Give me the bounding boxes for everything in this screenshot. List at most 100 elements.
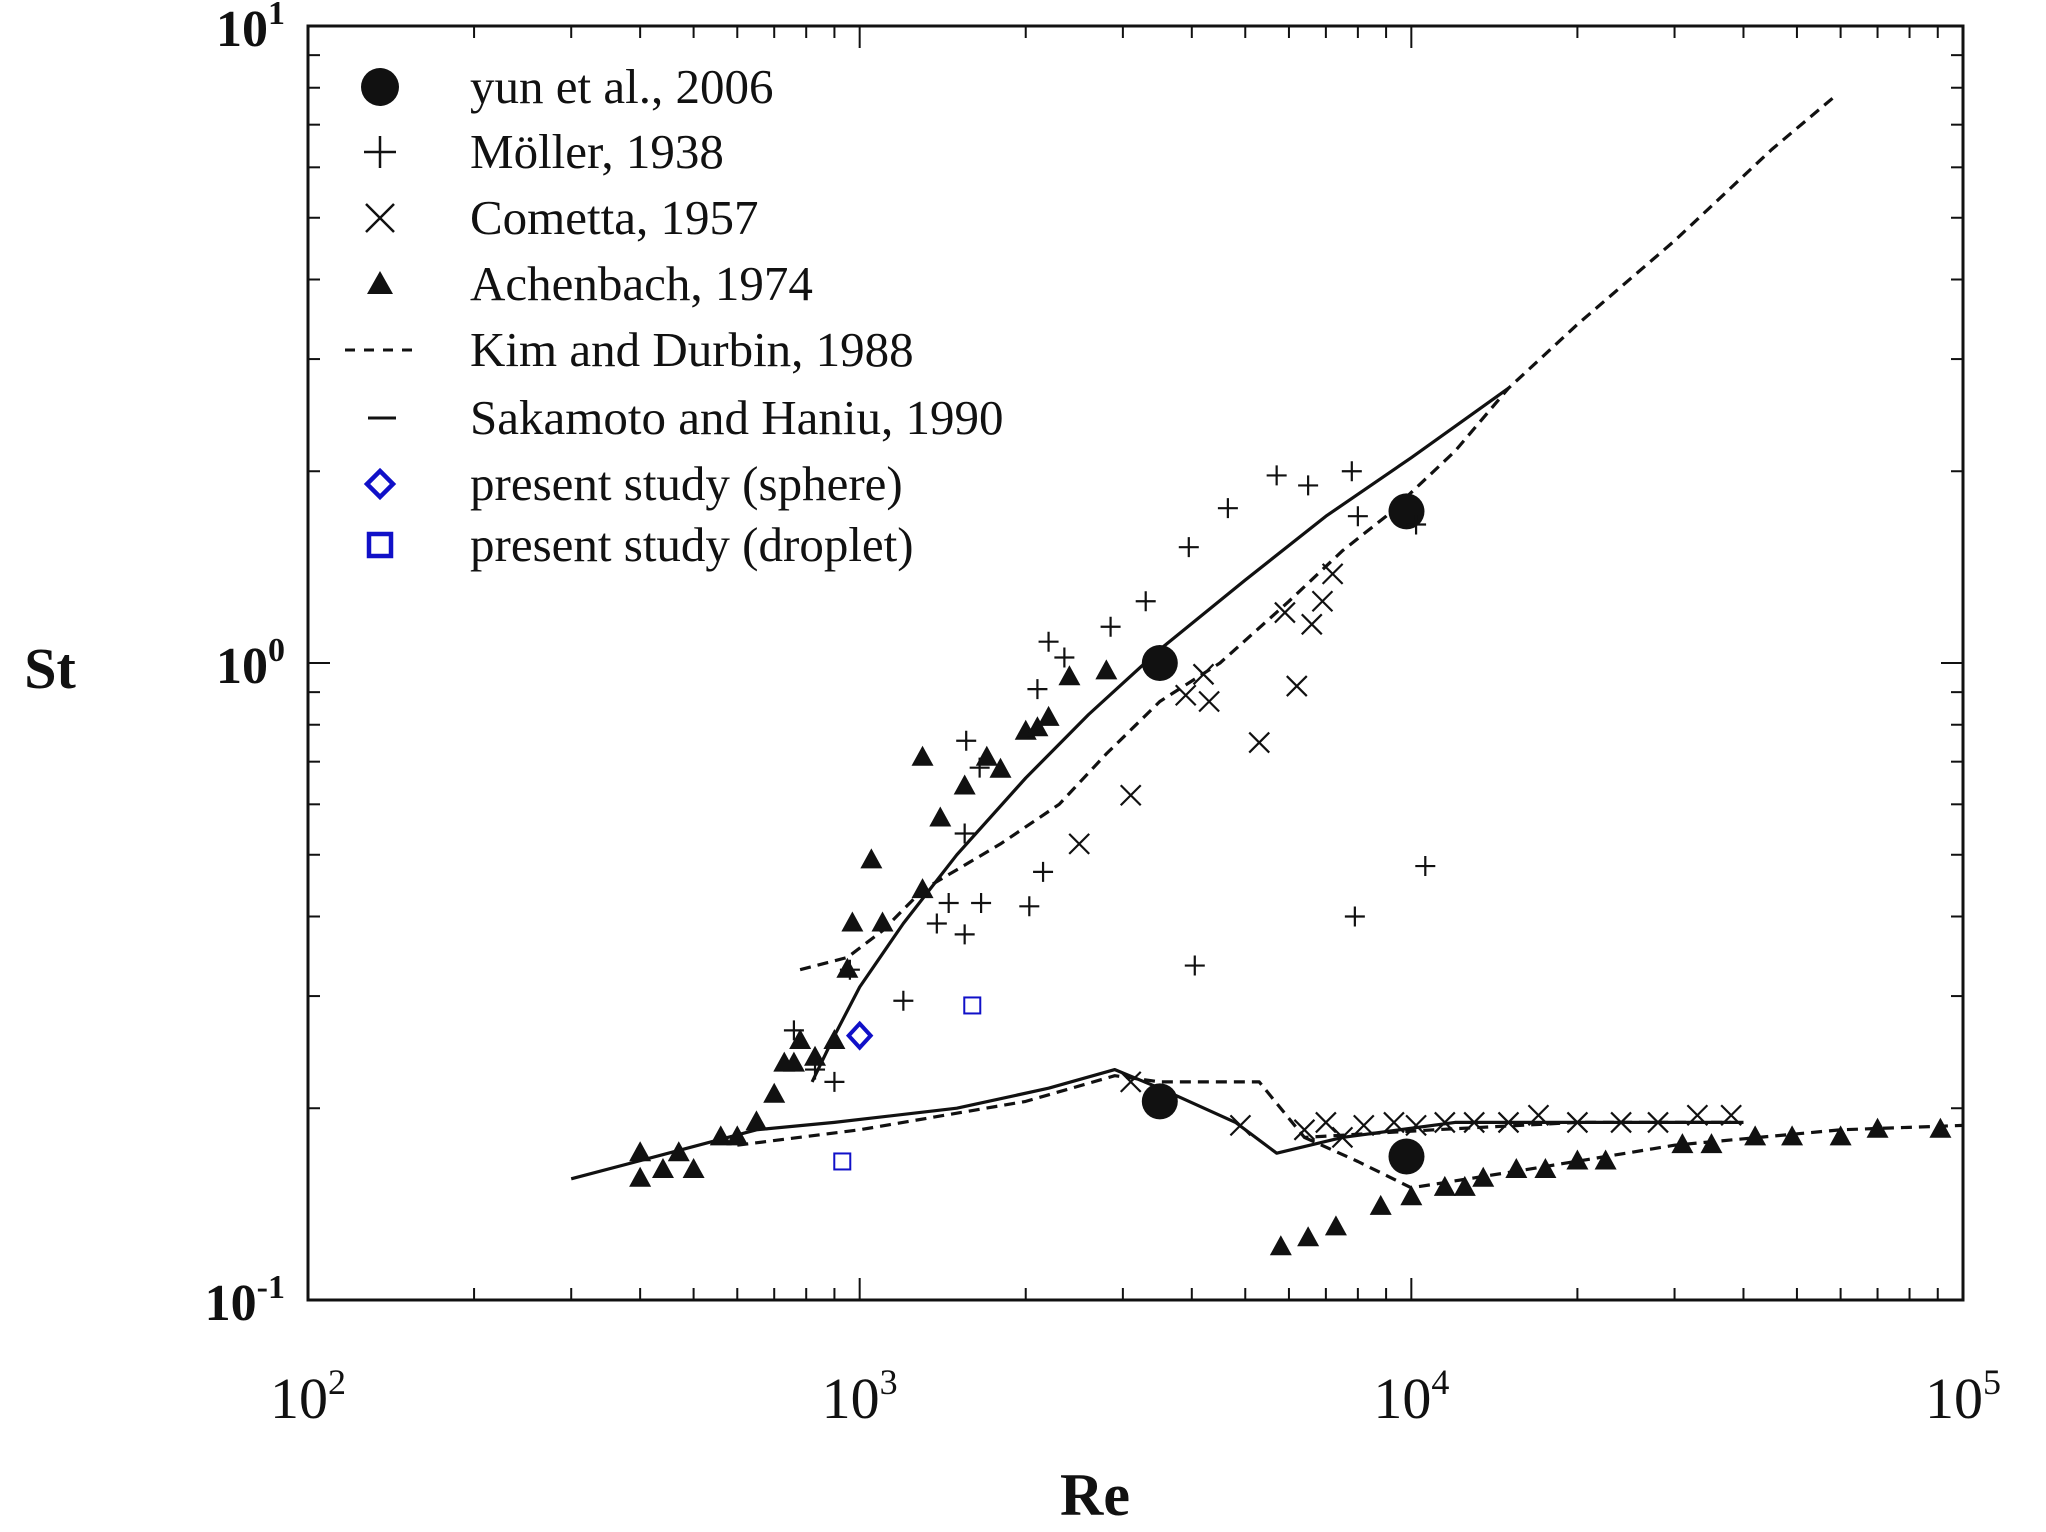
data-point [682, 1157, 705, 1178]
data-point [1720, 1104, 1742, 1127]
data-point [1192, 663, 1215, 686]
data-point [1463, 1111, 1485, 1134]
x-tick-label: 102 [270, 1362, 346, 1431]
y-tick-label-exponent: 0 [268, 632, 285, 669]
x-tick-label-base: 10 [822, 1366, 880, 1431]
legend-swatch-plus [364, 136, 396, 168]
y-tick-label-exponent: 1 [268, 0, 285, 32]
x-tick-label: 105 [1925, 1362, 2001, 1431]
y-tick-label-exponent: -1 [257, 1269, 285, 1306]
data-point [709, 1125, 732, 1146]
series-points [629, 461, 1952, 1256]
data-point [1781, 1125, 1804, 1146]
legend-swatch-square-open [366, 531, 394, 559]
data-point [1700, 1133, 1723, 1154]
data-point [763, 1082, 786, 1103]
data-point [1594, 1149, 1617, 1170]
data-point [823, 1029, 846, 1050]
data-point [1400, 1185, 1423, 1206]
legend-label: Sakamoto and Haniu, 1990 [470, 390, 1003, 445]
data-point [1388, 1138, 1425, 1175]
y-tick-label: 100 [216, 632, 285, 695]
data-point [975, 745, 998, 766]
data-point [1505, 1157, 1528, 1178]
data-point [871, 911, 894, 932]
data-point [836, 957, 859, 978]
data-point [1119, 1071, 1142, 1093]
y-tick-label-base: 10 [216, 1, 268, 58]
data-point [1566, 1111, 1589, 1134]
data-point [1534, 1157, 1557, 1178]
data-point [789, 1029, 812, 1050]
data-point [1566, 1149, 1589, 1170]
data-point [989, 757, 1012, 778]
legend-swatch-diamond-open [363, 467, 397, 501]
data-point [841, 911, 864, 932]
data-point [1054, 647, 1075, 668]
data-point [629, 1141, 652, 1162]
legend-label: Möller, 1938 [470, 124, 724, 179]
data-point [1344, 906, 1365, 927]
data-point [929, 806, 952, 827]
data-point [1141, 645, 1178, 681]
data-point [954, 823, 975, 844]
data-point [1068, 833, 1090, 855]
data-point [1095, 659, 1118, 680]
legend-label: present study (sphere) [470, 456, 903, 511]
data-point [1217, 498, 1238, 519]
data-point [1274, 601, 1296, 624]
data-point [953, 774, 976, 795]
data-point [1829, 1125, 1852, 1146]
data-point [860, 848, 883, 869]
legend-label: Cometta, 1957 [470, 190, 759, 245]
data-point [1141, 1083, 1178, 1120]
data-point [1293, 1119, 1316, 1141]
data-point [971, 892, 992, 913]
data-point [1119, 784, 1142, 807]
sakamoto-haniu-curve [570, 1068, 1744, 1181]
data-point [1100, 616, 1121, 637]
data-point [1311, 590, 1334, 613]
y-tick-label-base: 10 [205, 1275, 257, 1332]
data-point [745, 1110, 768, 1131]
data-point [1324, 1215, 1347, 1236]
legend: yun et al., 2006 Möller, 1938 Cometta, 195… [345, 59, 1003, 572]
data-point [1037, 705, 1060, 726]
data-point [1647, 1111, 1669, 1134]
data-point [1321, 563, 1344, 585]
x-tick-label-base: 10 [1373, 1366, 1431, 1431]
data-point [1527, 1104, 1550, 1127]
data-point [1286, 675, 1308, 697]
data-point [1353, 1114, 1375, 1137]
data-point [963, 996, 982, 1015]
data-point [1383, 1111, 1405, 1134]
legend-swatch-triangle-filled [367, 271, 393, 294]
plot-frame [306, 24, 1965, 1302]
x-tick-label-exponent: 5 [1983, 1362, 2001, 1402]
data-point [1341, 461, 1362, 482]
x-axis-label: Re [1060, 1462, 1130, 1528]
data-point [1497, 1111, 1520, 1134]
data-point [1929, 1117, 1952, 1138]
data-point [1433, 1175, 1456, 1196]
data-point [1019, 896, 1040, 917]
data-point [1248, 731, 1271, 754]
y-axis-label: St [24, 636, 76, 701]
legend-label: present study (droplet) [470, 517, 914, 572]
data-point [629, 1166, 652, 1187]
data-point [1331, 1126, 1354, 1149]
data-point [1058, 665, 1081, 686]
data-point [956, 730, 977, 751]
data-point [1453, 1175, 1476, 1196]
data-point [651, 1157, 674, 1178]
x-tick-label-exponent: 3 [880, 1362, 898, 1402]
sakamoto-haniu-curve [810, 386, 1510, 1083]
x-tick-label-base: 10 [270, 1366, 328, 1431]
y-tick-label: 10-1 [205, 1269, 285, 1332]
data-point [833, 1152, 852, 1171]
data-point [726, 1125, 749, 1146]
data-point [1269, 1235, 1292, 1256]
legend-label: yun et al., 2006 [470, 59, 773, 114]
legend-swatch-circle-filled [361, 68, 399, 106]
data-point [1174, 684, 1197, 707]
